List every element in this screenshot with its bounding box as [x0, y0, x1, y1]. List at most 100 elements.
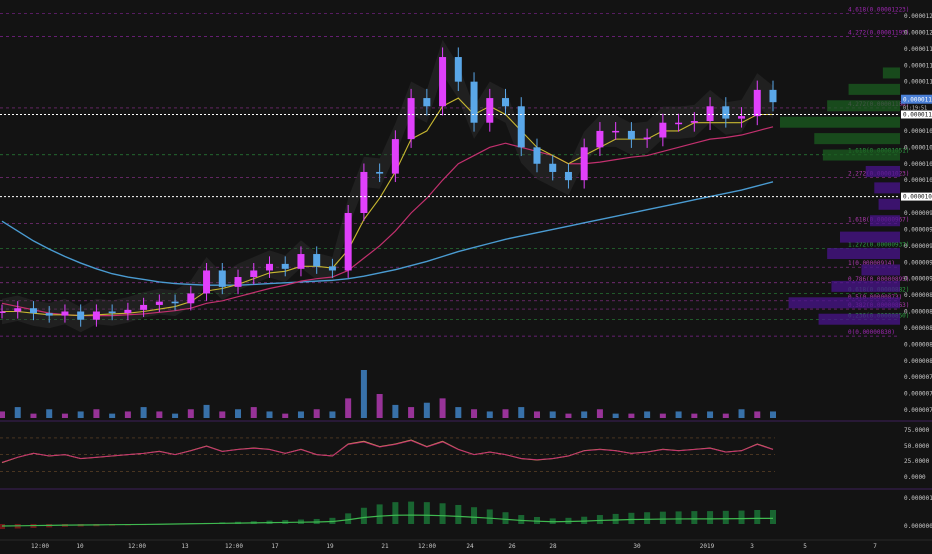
candle-body	[690, 121, 698, 123]
volume-bar	[172, 413, 179, 418]
volume-bar	[628, 413, 635, 418]
oscillator-axis-label: 0.000001	[904, 495, 932, 502]
volume-bar	[297, 411, 304, 418]
horizontal-lines	[0, 114, 900, 198]
volume-profile-bar	[827, 248, 900, 260]
candle-body	[29, 308, 37, 314]
time-axis-label: 12:00	[31, 543, 49, 550]
price-series	[0, 39, 777, 333]
price-axis-label: 0.00000880	[904, 292, 932, 299]
candle-body	[218, 270, 226, 287]
time-axis-label: 2019	[700, 543, 715, 550]
candle-body	[360, 171, 368, 213]
price-axis-label: 0.00001080	[904, 128, 932, 135]
candle-body	[659, 122, 667, 138]
oscillator-line	[1, 514, 773, 527]
volume-bar	[376, 394, 383, 418]
candle-body	[281, 263, 289, 269]
volume-bar	[61, 413, 68, 418]
oscillator-bar	[675, 511, 682, 524]
crosshair-price-box	[901, 110, 932, 119]
volume-bar	[187, 409, 194, 418]
candle-body	[643, 137, 651, 140]
candle-body	[675, 122, 683, 125]
time-axis-label: 12:00	[225, 543, 243, 550]
price-axis-label: 0.00001060	[904, 144, 932, 151]
volume-bar	[471, 409, 478, 418]
volume-bar	[392, 404, 399, 418]
candle-body	[61, 311, 69, 316]
oscillator-bar	[502, 512, 509, 524]
volume-bar	[313, 409, 320, 418]
oscillator-bar	[486, 509, 493, 524]
current-price-box	[901, 94, 932, 104]
ema-long-line	[1, 181, 774, 286]
volume-bar	[612, 413, 619, 418]
fib-label: 4.272(0.00001195)	[848, 30, 909, 37]
price-axis-label: 0.00000900	[904, 276, 932, 283]
volume-bar	[659, 413, 666, 418]
rsi-pane: 75.0000 50.0000 25.0000 0.0000	[0, 427, 932, 490]
current-price-label: 0.00001118	[903, 97, 932, 104]
volume-bar	[282, 413, 289, 418]
level-price-label: 0.00001000	[903, 194, 932, 201]
price-axis-label: 0.00000780	[904, 374, 932, 381]
time-axis-label: 12:00	[128, 543, 146, 550]
volume-profile-bar	[814, 133, 900, 145]
volume-bar	[109, 413, 116, 418]
candle-body	[328, 266, 336, 271]
time-axis: 12:00 10 12:00 13 12:00 17 19 21 12:00 24 26 28 30 20…	[0, 539, 932, 550]
candle-body	[265, 263, 273, 271]
oscillator-bar	[439, 503, 446, 524]
volume-bar	[565, 413, 572, 418]
volume-bar	[235, 409, 242, 418]
volume-bar	[518, 407, 525, 418]
price-axis-label: 0.00000860	[904, 309, 932, 316]
rsi-axis-label: 75.0000	[904, 427, 930, 434]
candle-body	[423, 98, 431, 107]
volume-bar	[722, 413, 729, 418]
volume-bar	[124, 411, 131, 418]
candle-body	[297, 254, 305, 269]
oscillator-bar	[518, 515, 525, 524]
price-axis-label: 0.00001040	[904, 161, 932, 168]
candle-body	[250, 270, 258, 278]
candle-body	[454, 57, 462, 82]
volume-bar	[266, 411, 273, 418]
oscillator-bar	[644, 512, 651, 524]
oscillator-bar	[691, 511, 698, 524]
candle-body	[517, 106, 525, 148]
price-axis-label: 0.00000960	[904, 226, 932, 233]
candle-body	[203, 270, 211, 294]
volume-bar	[46, 409, 53, 418]
candle-body	[470, 81, 478, 123]
time-axis-label: 19	[326, 543, 334, 550]
candle-body	[140, 304, 148, 310]
price-axis-label: 0.00000980	[904, 210, 932, 217]
candle-body	[92, 311, 100, 320]
oscillator-bar	[455, 504, 462, 524]
volume-pane	[0, 370, 932, 422]
volume-profile-bar	[874, 182, 900, 194]
price-axis: 0.00001220 0.00001200 0.00001180 0.00001160…	[901, 13, 932, 414]
price-axis-label: 0.00001140	[904, 79, 932, 86]
oscillator-bar	[408, 501, 415, 524]
time-axis-label: 5	[803, 543, 807, 550]
oscillator-axis-label: 0.000000	[904, 523, 932, 530]
candle-body	[439, 57, 447, 107]
oscillator-bar	[659, 511, 666, 524]
volume-bar	[596, 409, 603, 418]
volume-profile-bar	[840, 231, 900, 243]
volume-bar	[675, 411, 682, 418]
fib-label: 1(0.00000914)	[848, 260, 895, 267]
price-axis-label: 0.00000940	[904, 243, 932, 250]
volume-profile-bar	[822, 149, 900, 161]
price-axis-label: 0.00001160	[904, 62, 932, 69]
volume-profile-bar	[818, 313, 900, 325]
volume-bar	[423, 402, 430, 418]
time-axis-label: 21	[381, 543, 389, 550]
level-price-box	[901, 192, 932, 201]
volume-bar	[644, 411, 651, 418]
